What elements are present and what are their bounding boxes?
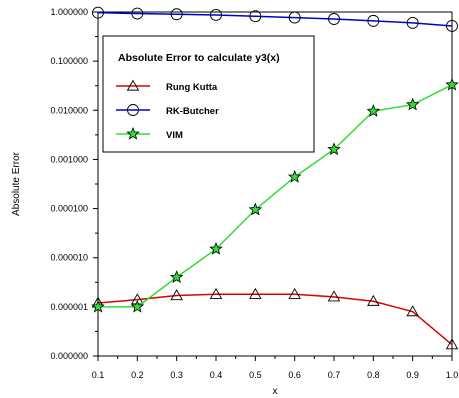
x-tick-label: 0.6 [288,370,301,380]
x-axis-title: x [273,386,278,397]
data-point-rung-kutta [327,290,341,302]
data-point-rk-butcher [170,8,183,21]
data-point-rung-kutta [288,287,301,299]
data-point-vim [366,104,381,117]
series-line-rk-butcher [97,11,453,27]
data-point-vim [287,169,302,183]
x-tick-label: 0.4 [210,370,223,380]
legend-title: Absolute Error to calculate y3(x) [118,52,280,64]
series-line-vim [98,84,453,308]
legend: Absolute Error to calculate y3(x) Rung K… [102,35,315,153]
data-point-vim [327,142,341,156]
series-rk-butcher [92,6,458,32]
data-point-rk-butcher [210,9,222,21]
x-tick-label: 0.8 [367,370,380,380]
y-tick-label: 0.000100 [50,204,88,214]
legend-label-rung-kutta: Rung Kutta [166,82,218,93]
y-axis-title: Absolute Error [11,151,22,216]
y-tick-label: 0.001000 [50,154,88,164]
data-point-rk-butcher [446,20,458,32]
data-point-rk-butcher [406,16,419,29]
legend-item-rung-kutta: Rung Kutta [116,79,218,93]
data-point-vim [169,270,184,284]
data-point-rk-butcher [249,10,262,23]
y-axis: 1.000000 0.100000 0.010000 0.001000 0.000100… [50,7,98,361]
x-tick-label: 1.0 [446,370,459,380]
x-tick-label: 0.7 [328,370,341,380]
data-point-rk-butcher [328,13,340,25]
data-point-vim [405,97,420,111]
y-tick-label: 0.000000 [50,351,88,361]
y-tick-label: 0.010000 [50,105,88,115]
legend-marker-rk-butcher [127,104,139,116]
legend-items: Rung Kutta RK-Butcher VIM [116,79,219,141]
plot-area: 0.1 0.2 0.3 0.4 0.5 0.6 0.7 0.8 0.9 1.0 1.000000 0… [50,6,459,380]
data-point-rk-butcher [288,11,301,24]
data-point-rung-kutta [170,289,183,301]
x-axis: 0.1 0.2 0.3 0.4 0.5 0.6 0.7 0.8 0.9 1.0 [92,356,459,380]
data-point-vim [91,299,105,313]
y-tick-label: 0.100000 [50,56,88,66]
data-point-vim [130,299,145,313]
series-layer [91,6,459,350]
y-tick-label: 0.000001 [50,302,88,312]
data-point-rung-kutta [406,305,419,317]
y-tick-label: 1.000000 [50,7,88,17]
data-point-rung-kutta [209,287,223,299]
series-rung-kutta [91,287,459,350]
legend-label-rk-butcher: RK-Butcher [166,106,219,117]
x-tick-label: 0.9 [406,370,419,380]
series-vim [91,77,459,313]
x-tick-label: 0.1 [92,370,105,380]
data-point-vim [209,241,223,255]
legend-item-vim: VIM [116,126,183,141]
x-tick-label: 0.2 [131,370,144,380]
y-tick-label: 0.000010 [50,253,88,263]
legend-marker-rung-kutta [126,79,140,91]
x-tick-label: 0.5 [249,370,262,380]
series-line-rung-kutta [97,293,453,346]
data-point-rk-butcher [92,6,104,19]
data-point-rk-butcher [131,7,144,20]
data-point-vim [445,77,459,91]
data-point-rung-kutta [445,338,459,350]
legend-marker-vim [126,126,140,140]
data-point-vim [248,202,263,216]
data-point-rung-kutta [249,287,262,299]
legend-item-rk-butcher: RK-Butcher [116,104,219,117]
legend-label-vim: VIM [166,130,183,141]
data-point-rung-kutta [367,294,380,306]
data-point-rk-butcher [367,14,380,27]
x-tick-label: 0.3 [170,370,183,380]
